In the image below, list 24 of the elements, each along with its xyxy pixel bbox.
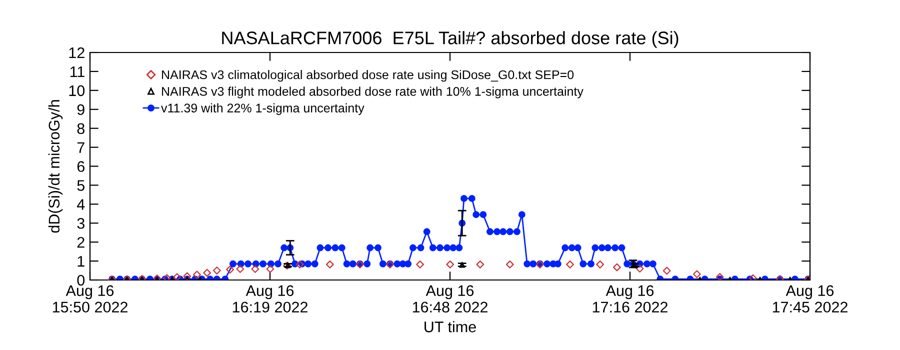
x-tick-label: Aug 16 15:50 2022 <box>52 285 128 313</box>
legend-label: NAIRAS v3 climatological absorbed dose rate using SiDose_G0.txt SEP=0 <box>162 70 574 82</box>
x-axis-title: UT time <box>424 321 476 332</box>
y-tick-label: 7 <box>77 142 84 153</box>
legend-label: NAIRAS v3 flight modeled absorbed dose rate with 10% 1-sigma uncertainty <box>162 86 584 98</box>
chart-title: NASALaRCFM7006 E75L Tail#? absorbed dose rate (Si) <box>222 31 678 48</box>
y-tick-label: 11 <box>70 66 84 77</box>
x-tick-label: Aug 16 17:16 2022 <box>592 285 668 313</box>
y-tick-label: 9 <box>77 104 84 116</box>
y-tick-label: 0 <box>77 274 85 286</box>
y-tick-label: 2 <box>77 236 84 248</box>
x-tick-label: Aug 16 16:48 2022 <box>412 285 488 313</box>
x-tick-label: Aug 16 17:45 2022 <box>772 285 848 313</box>
y-tick-label: 1 <box>78 256 84 267</box>
x-tick-label: Aug 16 16:19 2022 <box>232 285 308 313</box>
y-axis-title: dD(Si)/dt microGy/h <box>48 100 63 233</box>
y-tick-label: 12 <box>69 47 84 58</box>
y-tick-label: 4 <box>76 199 85 210</box>
y-tick-label: 5 <box>77 180 84 191</box>
legend-label: v11.39 with 22% 1-sigma uncertainty <box>161 103 364 115</box>
y-tick-label: 10 <box>69 85 85 96</box>
y-tick-label: 6 <box>77 161 84 172</box>
y-tick-label: 3 <box>77 218 84 229</box>
y-tick-label: 8 <box>77 123 84 134</box>
